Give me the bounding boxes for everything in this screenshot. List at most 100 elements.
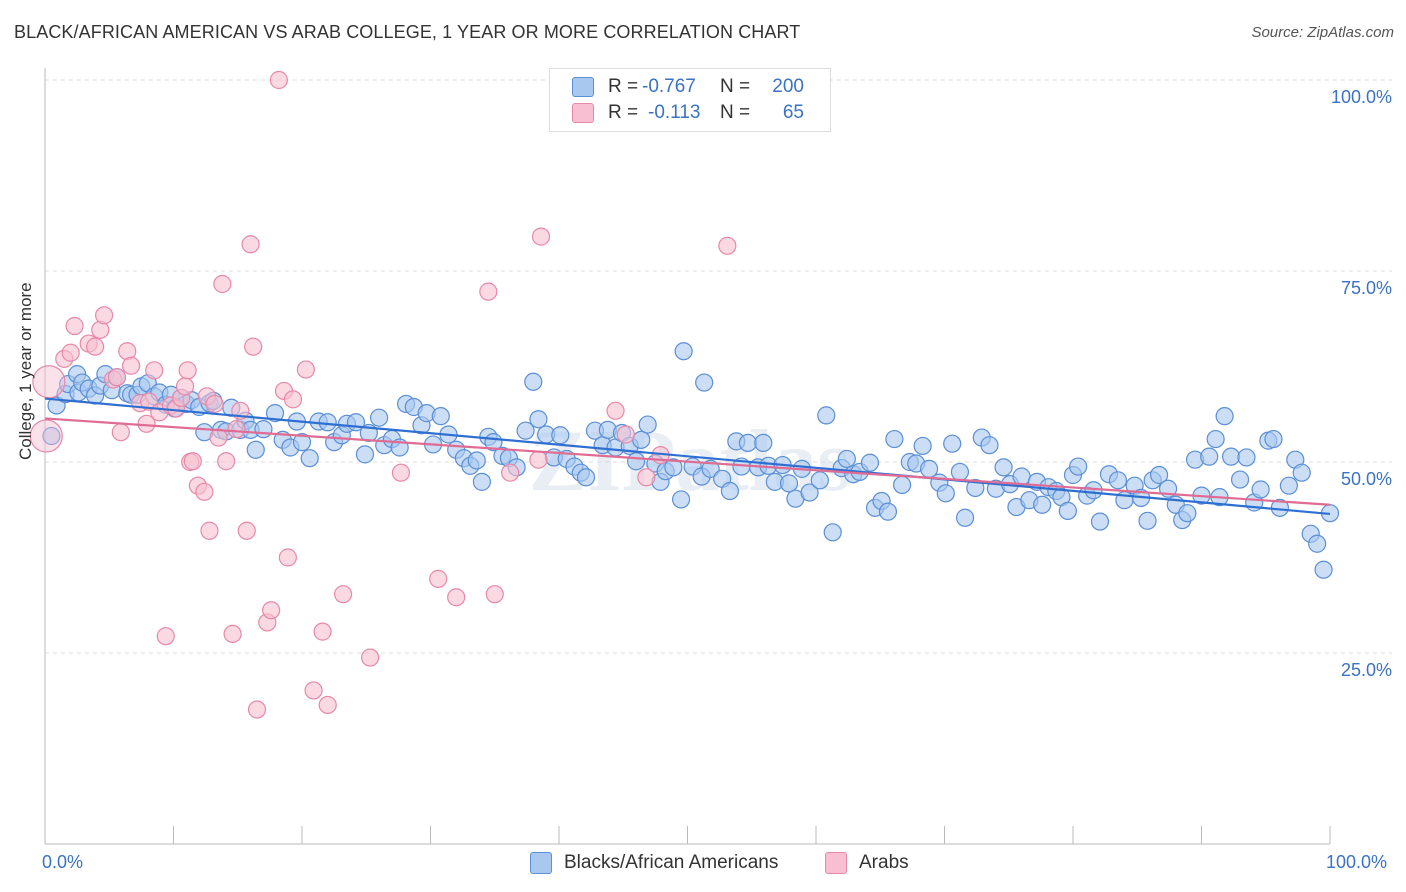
data-point: [695, 373, 714, 392]
legend-swatch-blue: [572, 77, 594, 97]
data-point: [720, 481, 740, 501]
data-point: [42, 426, 61, 446]
data-point: [391, 463, 411, 482]
legend-r-label: R =: [608, 76, 639, 97]
data-point: [1178, 504, 1197, 523]
legend-r-label: R =: [608, 102, 639, 123]
data-point: [950, 462, 970, 482]
data-point: [65, 316, 84, 336]
data-point: [885, 429, 904, 449]
data-point: [671, 490, 691, 509]
data-point: [355, 445, 375, 464]
data-point: [1308, 534, 1327, 553]
data-point: [283, 390, 303, 409]
data-point: [701, 459, 720, 478]
bottom-legend-swatch-pink: [825, 852, 847, 874]
legend-n-value: 65: [782, 102, 804, 123]
data-point: [254, 420, 273, 439]
data-point: [292, 433, 312, 452]
data-point: [616, 425, 635, 444]
data-point: [966, 478, 985, 498]
data-point: [429, 569, 448, 588]
data-point: [262, 601, 281, 620]
data-point: [1138, 511, 1157, 530]
data-point: [472, 472, 491, 491]
data-point: [318, 413, 337, 432]
data-point: [145, 361, 164, 380]
data-point: [837, 449, 856, 469]
legend-r-value: -0.767: [642, 76, 696, 97]
data-point: [1069, 457, 1088, 476]
data-point: [296, 360, 315, 379]
data-point: [29, 419, 63, 453]
data-point: [479, 282, 498, 301]
data-point: [626, 452, 646, 471]
data-point: [1264, 429, 1283, 449]
data-point: [576, 468, 596, 487]
data-point: [217, 452, 236, 471]
data-point: [524, 372, 543, 391]
trend-line: [44, 397, 1331, 516]
data-point: [175, 377, 195, 396]
bottom-legend-swatch-blue: [530, 852, 552, 874]
bottom-legend-label: Arabs: [859, 852, 909, 873]
data-point: [183, 452, 202, 471]
data-point: [121, 356, 141, 375]
bottom-legend-arabs: Arabs: [825, 852, 909, 874]
data-point: [980, 436, 999, 455]
data-point: [447, 588, 466, 607]
data-point: [551, 426, 570, 445]
y-tick-label-50: 50.0%: [1340, 469, 1392, 489]
data-point: [241, 235, 260, 254]
chart-title: BLACK/AFRICAN AMERICAN VS ARAB COLLEGE, …: [14, 22, 801, 42]
legend-n-value: 200: [772, 76, 804, 97]
data-point: [61, 343, 80, 362]
data-point: [913, 436, 932, 456]
data-point: [1230, 470, 1250, 489]
data-point: [632, 430, 651, 449]
data-point: [32, 365, 66, 399]
data-point: [227, 420, 246, 439]
data-point: [95, 306, 114, 325]
data-point: [318, 695, 337, 715]
data-point: [754, 433, 773, 452]
series-arabs: [29, 70, 737, 719]
data-point: [674, 342, 693, 361]
legend-row-arabs: R = -0.113 N = 65: [572, 100, 804, 126]
trend-line: [44, 417, 1331, 506]
data-point: [269, 70, 288, 90]
data-point: [817, 406, 836, 425]
data-point: [205, 394, 224, 414]
data-point: [156, 627, 175, 646]
data-point: [638, 415, 657, 434]
data-point: [1279, 476, 1298, 495]
legend-row-blacks: R = -0.767 N = 200: [572, 74, 804, 100]
data-point: [223, 624, 242, 644]
data-point: [237, 521, 256, 540]
data-point: [1221, 447, 1241, 466]
data-point: [1200, 447, 1219, 466]
legend-n-label: N =: [720, 102, 751, 123]
data-point: [1237, 448, 1256, 467]
data-point: [606, 401, 625, 420]
gridlines: [45, 79, 1392, 654]
data-point: [943, 434, 962, 453]
data-point: [860, 453, 880, 472]
data-point: [300, 449, 319, 468]
data-point: [313, 622, 332, 641]
y-tick-label-25: 25.0%: [1340, 660, 1392, 680]
data-point: [501, 463, 520, 482]
series-blacks: [42, 342, 1340, 579]
data-point: [823, 523, 842, 542]
data-point: [994, 458, 1013, 477]
data-point: [1206, 429, 1225, 449]
data-point: [892, 475, 912, 495]
x-tick-label-0: 0.0%: [42, 852, 84, 872]
source-label: Source: ZipAtlas.com: [1251, 24, 1394, 41]
data-point: [278, 548, 297, 567]
axes: [44, 68, 1331, 845]
data-point: [878, 502, 898, 521]
legend-n-label: N =: [720, 76, 751, 97]
data-point: [195, 482, 214, 501]
